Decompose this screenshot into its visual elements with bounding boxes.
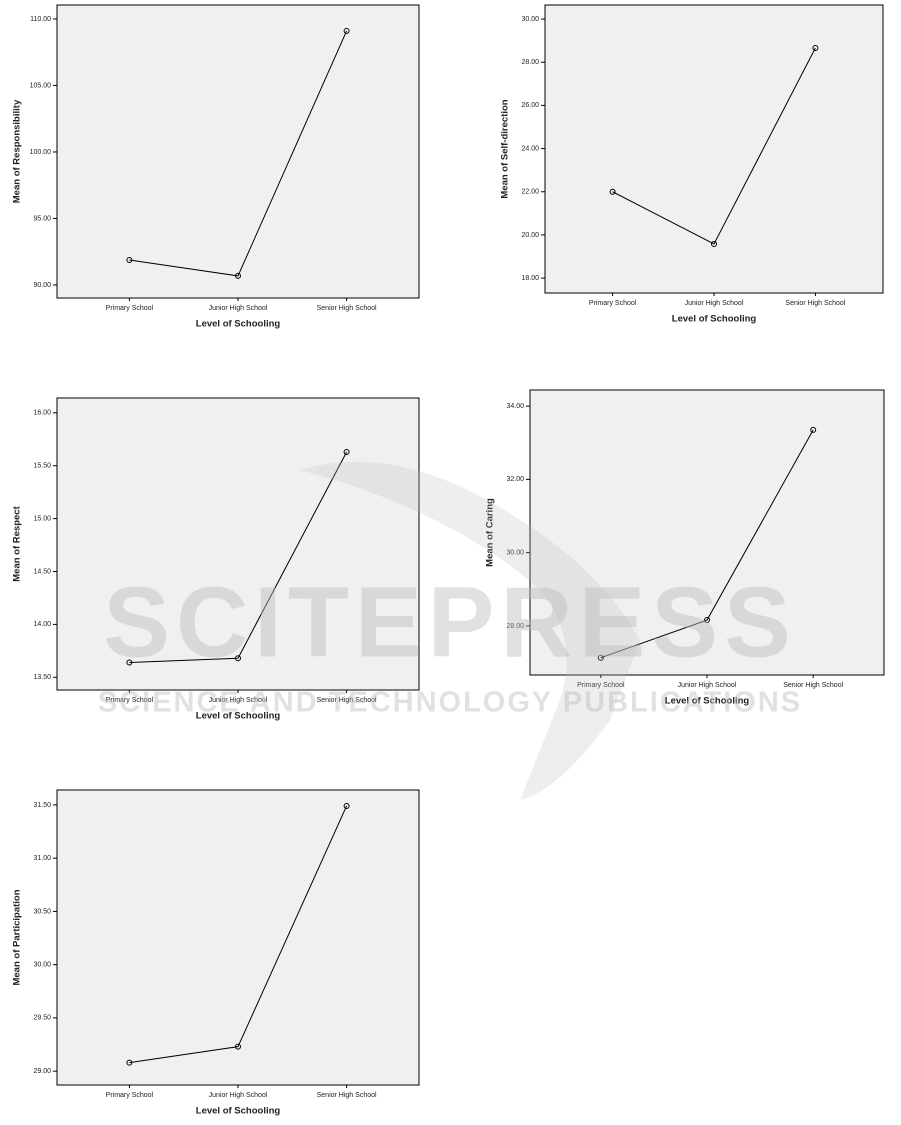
y-tick-label: 30.00 bbox=[521, 16, 539, 23]
data-point bbox=[343, 27, 350, 34]
y-tick-label: 13.50 bbox=[33, 674, 51, 681]
y-axis-title: Mean of Responsibility bbox=[12, 99, 23, 203]
x-tick-label: Senior High School bbox=[783, 682, 843, 689]
y-tick-label: 22.00 bbox=[521, 189, 539, 196]
data-point bbox=[235, 1043, 241, 1050]
data-line bbox=[129, 805, 348, 1064]
data-point bbox=[235, 655, 241, 662]
x-tick-label: Primary School bbox=[106, 697, 154, 704]
x-tick-label: Junior High School bbox=[209, 1092, 268, 1099]
y-axis-title: Mean of Self-direction bbox=[500, 99, 511, 198]
data-line bbox=[600, 429, 814, 659]
x-tick-label: Junior High School bbox=[209, 305, 268, 312]
y-tick-label: 32.00 bbox=[506, 476, 524, 483]
x-axis-title: Level of Schooling bbox=[196, 711, 281, 722]
y-tick-label: 34.00 bbox=[506, 403, 524, 410]
y-axis-title: Mean of Participation bbox=[12, 889, 23, 985]
x-tick-label: Primary School bbox=[106, 305, 154, 312]
data-line bbox=[129, 451, 348, 663]
data-point bbox=[609, 188, 616, 195]
y-tick-label: 90.00 bbox=[33, 282, 51, 289]
x-tick-label: Junior High School bbox=[209, 697, 268, 704]
charts: 90.00 95.00 100.00 105.00 110.00 Primary Scho… bbox=[12, 4, 885, 1117]
data-line bbox=[612, 47, 816, 245]
data-point bbox=[810, 426, 817, 433]
y-tick-label: 31.50 bbox=[33, 802, 51, 809]
y-axis-title: Mean of Respect bbox=[12, 505, 23, 581]
plot-area bbox=[544, 4, 884, 294]
y-tick-label: 110.00 bbox=[30, 16, 51, 23]
x-tick-label: Senior High School bbox=[317, 305, 377, 312]
y-axis-title: Mean of Caring bbox=[485, 498, 496, 567]
y-tick-label: 100.00 bbox=[30, 149, 52, 156]
y-tick-label: 15.50 bbox=[33, 463, 51, 470]
data-point bbox=[343, 802, 350, 809]
watermark-title: SCITEPRESS bbox=[103, 566, 797, 678]
y-tick-label: 29.50 bbox=[33, 1015, 51, 1022]
data-point bbox=[704, 617, 710, 624]
data-point bbox=[235, 272, 241, 279]
y-tick-label: 29.00 bbox=[33, 1068, 51, 1075]
chart-panel: 18.00 20.00 22.00 24.00 26.00 28.00 30.00 Prima… bbox=[500, 4, 884, 325]
plot-area bbox=[56, 4, 420, 299]
chart-panel: 90.00 95.00 100.00 105.00 110.00 Primary Scho… bbox=[12, 4, 420, 330]
y-tick-label: 30.00 bbox=[506, 549, 524, 556]
plot-area bbox=[529, 389, 885, 676]
x-axis-title: Level of Schooling bbox=[196, 1106, 281, 1117]
plot-area bbox=[56, 397, 420, 691]
chart-panel: 29.00 29.50 30.00 30.50 31.00 31.50 Primary Sc… bbox=[12, 789, 420, 1117]
data-point bbox=[812, 44, 819, 51]
y-tick-label: 26.00 bbox=[521, 102, 539, 109]
data-point bbox=[343, 448, 350, 455]
x-tick-label: Junior High School bbox=[678, 682, 737, 689]
watermark-subtitle: SCIENCE AND TECHNOLOGY PUBLICATIONS bbox=[98, 687, 802, 719]
data-point bbox=[126, 659, 133, 666]
x-tick-label: Senior High School bbox=[317, 697, 377, 704]
y-tick-label: 24.00 bbox=[521, 145, 539, 152]
y-tick-label: 20.00 bbox=[521, 232, 539, 239]
y-tick-label: 14.00 bbox=[33, 621, 51, 628]
x-tick-label: Primary School bbox=[577, 682, 625, 689]
data-point bbox=[711, 240, 717, 247]
data-point bbox=[126, 1059, 133, 1066]
y-tick-label: 28.00 bbox=[521, 59, 539, 66]
chart-panel: 28.00 30.00 32.00 34.00 Primary School Junior… bbox=[485, 389, 885, 707]
x-tick-label: Junior High School bbox=[685, 300, 744, 307]
y-tick-label: 30.00 bbox=[33, 962, 51, 969]
data-line bbox=[129, 30, 348, 277]
x-axis-title: Level of Schooling bbox=[196, 319, 281, 330]
x-tick-label: Senior High School bbox=[317, 1092, 377, 1099]
y-tick-label: 105.00 bbox=[30, 82, 52, 89]
data-point bbox=[126, 256, 133, 263]
x-tick-label: Primary School bbox=[106, 1092, 154, 1099]
chart-panel: 13.50 14.00 14.50 15.00 15.50 16.00 Primary Sc… bbox=[12, 397, 420, 722]
y-tick-label: 16.00 bbox=[33, 410, 51, 417]
watermark-swoosh bbox=[300, 461, 640, 800]
x-tick-label: Senior High School bbox=[785, 300, 845, 307]
data-point bbox=[597, 654, 604, 661]
y-tick-label: 30.50 bbox=[33, 908, 51, 915]
y-tick-label: 95.00 bbox=[33, 215, 51, 222]
x-axis-title: Level of Schooling bbox=[672, 314, 757, 325]
watermark: SCITEPRESS SCIENCE AND TECHNOLOGY PUBLIC… bbox=[98, 461, 802, 800]
plot-area bbox=[56, 789, 420, 1086]
x-axis-title: Level of Schooling bbox=[665, 696, 750, 707]
y-tick-label: 15.00 bbox=[33, 515, 51, 522]
y-tick-label: 18.00 bbox=[521, 275, 539, 282]
y-tick-label: 28.00 bbox=[506, 623, 524, 630]
y-tick-label: 14.50 bbox=[33, 568, 51, 575]
y-tick-label: 31.00 bbox=[33, 855, 51, 862]
x-tick-label: Primary School bbox=[589, 300, 637, 307]
